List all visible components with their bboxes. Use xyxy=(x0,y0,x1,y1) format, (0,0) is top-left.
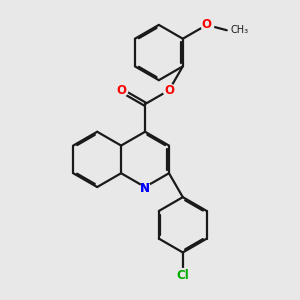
Text: Cl: Cl xyxy=(176,268,189,282)
Text: N: N xyxy=(140,182,150,195)
Text: O: O xyxy=(164,84,174,97)
Text: O: O xyxy=(202,18,212,32)
Text: O: O xyxy=(116,84,126,97)
Text: N: N xyxy=(140,182,150,195)
Text: CH₃: CH₃ xyxy=(230,25,248,35)
